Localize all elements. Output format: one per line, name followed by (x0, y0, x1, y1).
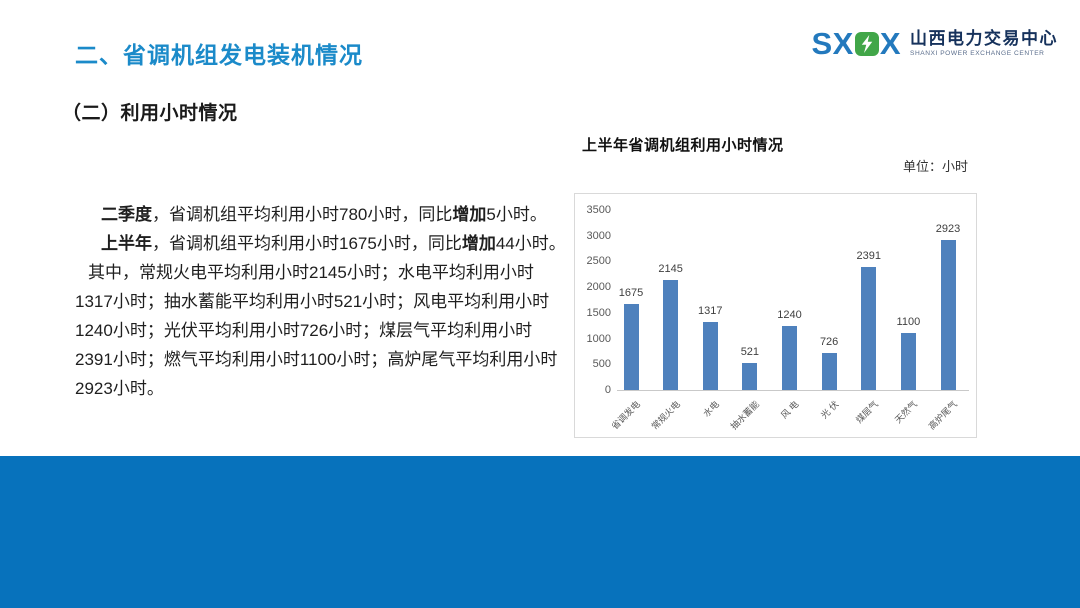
bar (861, 267, 877, 390)
body-text-line: 2391小时；燃气平均利用小时1100小时；高炉尾气平均利用小时 (75, 345, 557, 374)
body-text-line: 其中，常规火电平均利用小时2145小时；水电平均利用小时 (75, 258, 543, 287)
y-axis-tick-label: 1500 (586, 306, 611, 319)
footer-band (0, 456, 1080, 608)
body-text-run: 1317小时；抽水蓄能平均利用小时521小时；风电平均利用小时 (75, 292, 550, 311)
bar (742, 363, 758, 390)
page-title: 二、省调机组发电装机情况 (75, 42, 363, 68)
y-axis-tick-label: 3500 (586, 204, 611, 216)
body-text-bold-run: 二季度 (101, 205, 152, 224)
x-axis-category-label: 省调发电 (609, 399, 643, 432)
section-subtitle: （二）利用小时情况 (62, 103, 238, 124)
y-axis-tick-label: 2000 (586, 281, 611, 294)
x-axis-category-label: 水电 (701, 399, 722, 419)
chart-title: 上半年省调机组利用小时情况 (582, 137, 784, 154)
bar (821, 353, 837, 390)
body-text-bold-run: 增加 (461, 234, 496, 253)
bar (663, 280, 679, 390)
bar (940, 240, 956, 390)
logo-acronym-left: SX (811, 26, 854, 61)
bar-value-label: 1240 (777, 309, 802, 321)
bar-value-label: 1100 (896, 316, 921, 328)
chart-unit-label: 单位：小时 (903, 159, 969, 174)
x-axis-category-label: 高炉尾气 (926, 399, 960, 432)
x-axis-category-label: 天然气 (893, 399, 920, 426)
bar-value-label: 726 (819, 336, 839, 348)
logo-acronym-right: X (879, 26, 901, 61)
body-text-line: 上半年，省调机组平均利用小时1675小时，同比增加44小时。 (75, 229, 566, 258)
body-text-bold-run: 增加 (452, 205, 487, 224)
bar-value-label: 2391 (856, 250, 881, 262)
y-axis-tick-label: 1000 (586, 332, 611, 345)
bar-value-label: 2145 (658, 263, 683, 275)
body-text-run: 5小时。 (486, 205, 547, 224)
x-axis-category-label: 风 电 (778, 399, 801, 421)
x-axis-category-label: 常规火电 (649, 399, 682, 432)
bar (623, 304, 639, 390)
x-axis-category-label: 煤层气 (853, 399, 880, 426)
bar-value-label: 1675 (618, 287, 644, 299)
body-text-bold-run: 上半年 (101, 234, 152, 253)
y-axis-tick-label: 500 (592, 358, 611, 371)
x-axis-category-label: 抽水蓄能 (728, 399, 761, 432)
body-text: 二季度，省调机组平均利用小时780小时，同比增加5小时。 上半年，省调机组平均利用… (75, 200, 566, 403)
bar-value-label: 2923 (935, 223, 961, 235)
sxpx-logo: SX X 山西电力交易中心 SHANXI POWER EXCHANGE CENT… (811, 28, 1058, 59)
y-axis-tick-label: 0 (604, 384, 611, 396)
x-axis-line (617, 390, 969, 391)
y-axis-tick-label: 2500 (586, 255, 611, 268)
bar-chart: 3500 3000 2500 2000 1500 1000 500 0 1675 省调发电 2145… (574, 193, 977, 438)
body-text-run: 44小时。 (495, 234, 566, 253)
lightning-bolt-icon (854, 31, 879, 56)
body-text-line: 2923小时。 (75, 374, 543, 403)
body-text-run: 其中，常规火电平均利用小时2145小时；水电平均利用小时 (88, 263, 534, 282)
body-text-run: 2923小时。 (75, 379, 164, 398)
bar-value-label: 521 (740, 346, 760, 358)
body-text-run: 2391小时；燃气平均利用小时1100小时；高炉尾气平均利用小时 (75, 350, 558, 369)
bar-value-label: 1317 (698, 305, 723, 317)
body-text-line: 二季度，省调机组平均利用小时780小时，同比增加5小时。 (75, 200, 547, 229)
bar (900, 333, 916, 390)
logo-names: 山西电力交易中心 SHANXI POWER EXCHANGE CENTER (910, 29, 1058, 58)
x-axis-category-label: 光 伏 (818, 399, 841, 421)
bar (782, 326, 797, 390)
logo-name-cn: 山西电力交易中心 (910, 29, 1058, 49)
body-text-line: 1317小时；抽水蓄能平均利用小时521小时；风电平均利用小时 (75, 287, 549, 316)
bar (702, 322, 718, 390)
body-text-run: 1240小时；光伏平均利用小时726小时；煤层气平均利用小时 (75, 321, 533, 340)
logo-name-en: SHANXI POWER EXCHANGE CENTER (910, 49, 1045, 57)
logo-acronym: SX X (811, 28, 901, 59)
body-text-run: ，省调机组平均利用小时1675小时，同比 (152, 234, 462, 253)
body-text-run: ，省调机组平均利用小时780小时，同比 (152, 205, 453, 224)
y-axis-tick-label: 3000 (586, 229, 611, 242)
body-text-line: 1240小时；光伏平均利用小时726小时；煤层气平均利用小时 (75, 316, 543, 345)
